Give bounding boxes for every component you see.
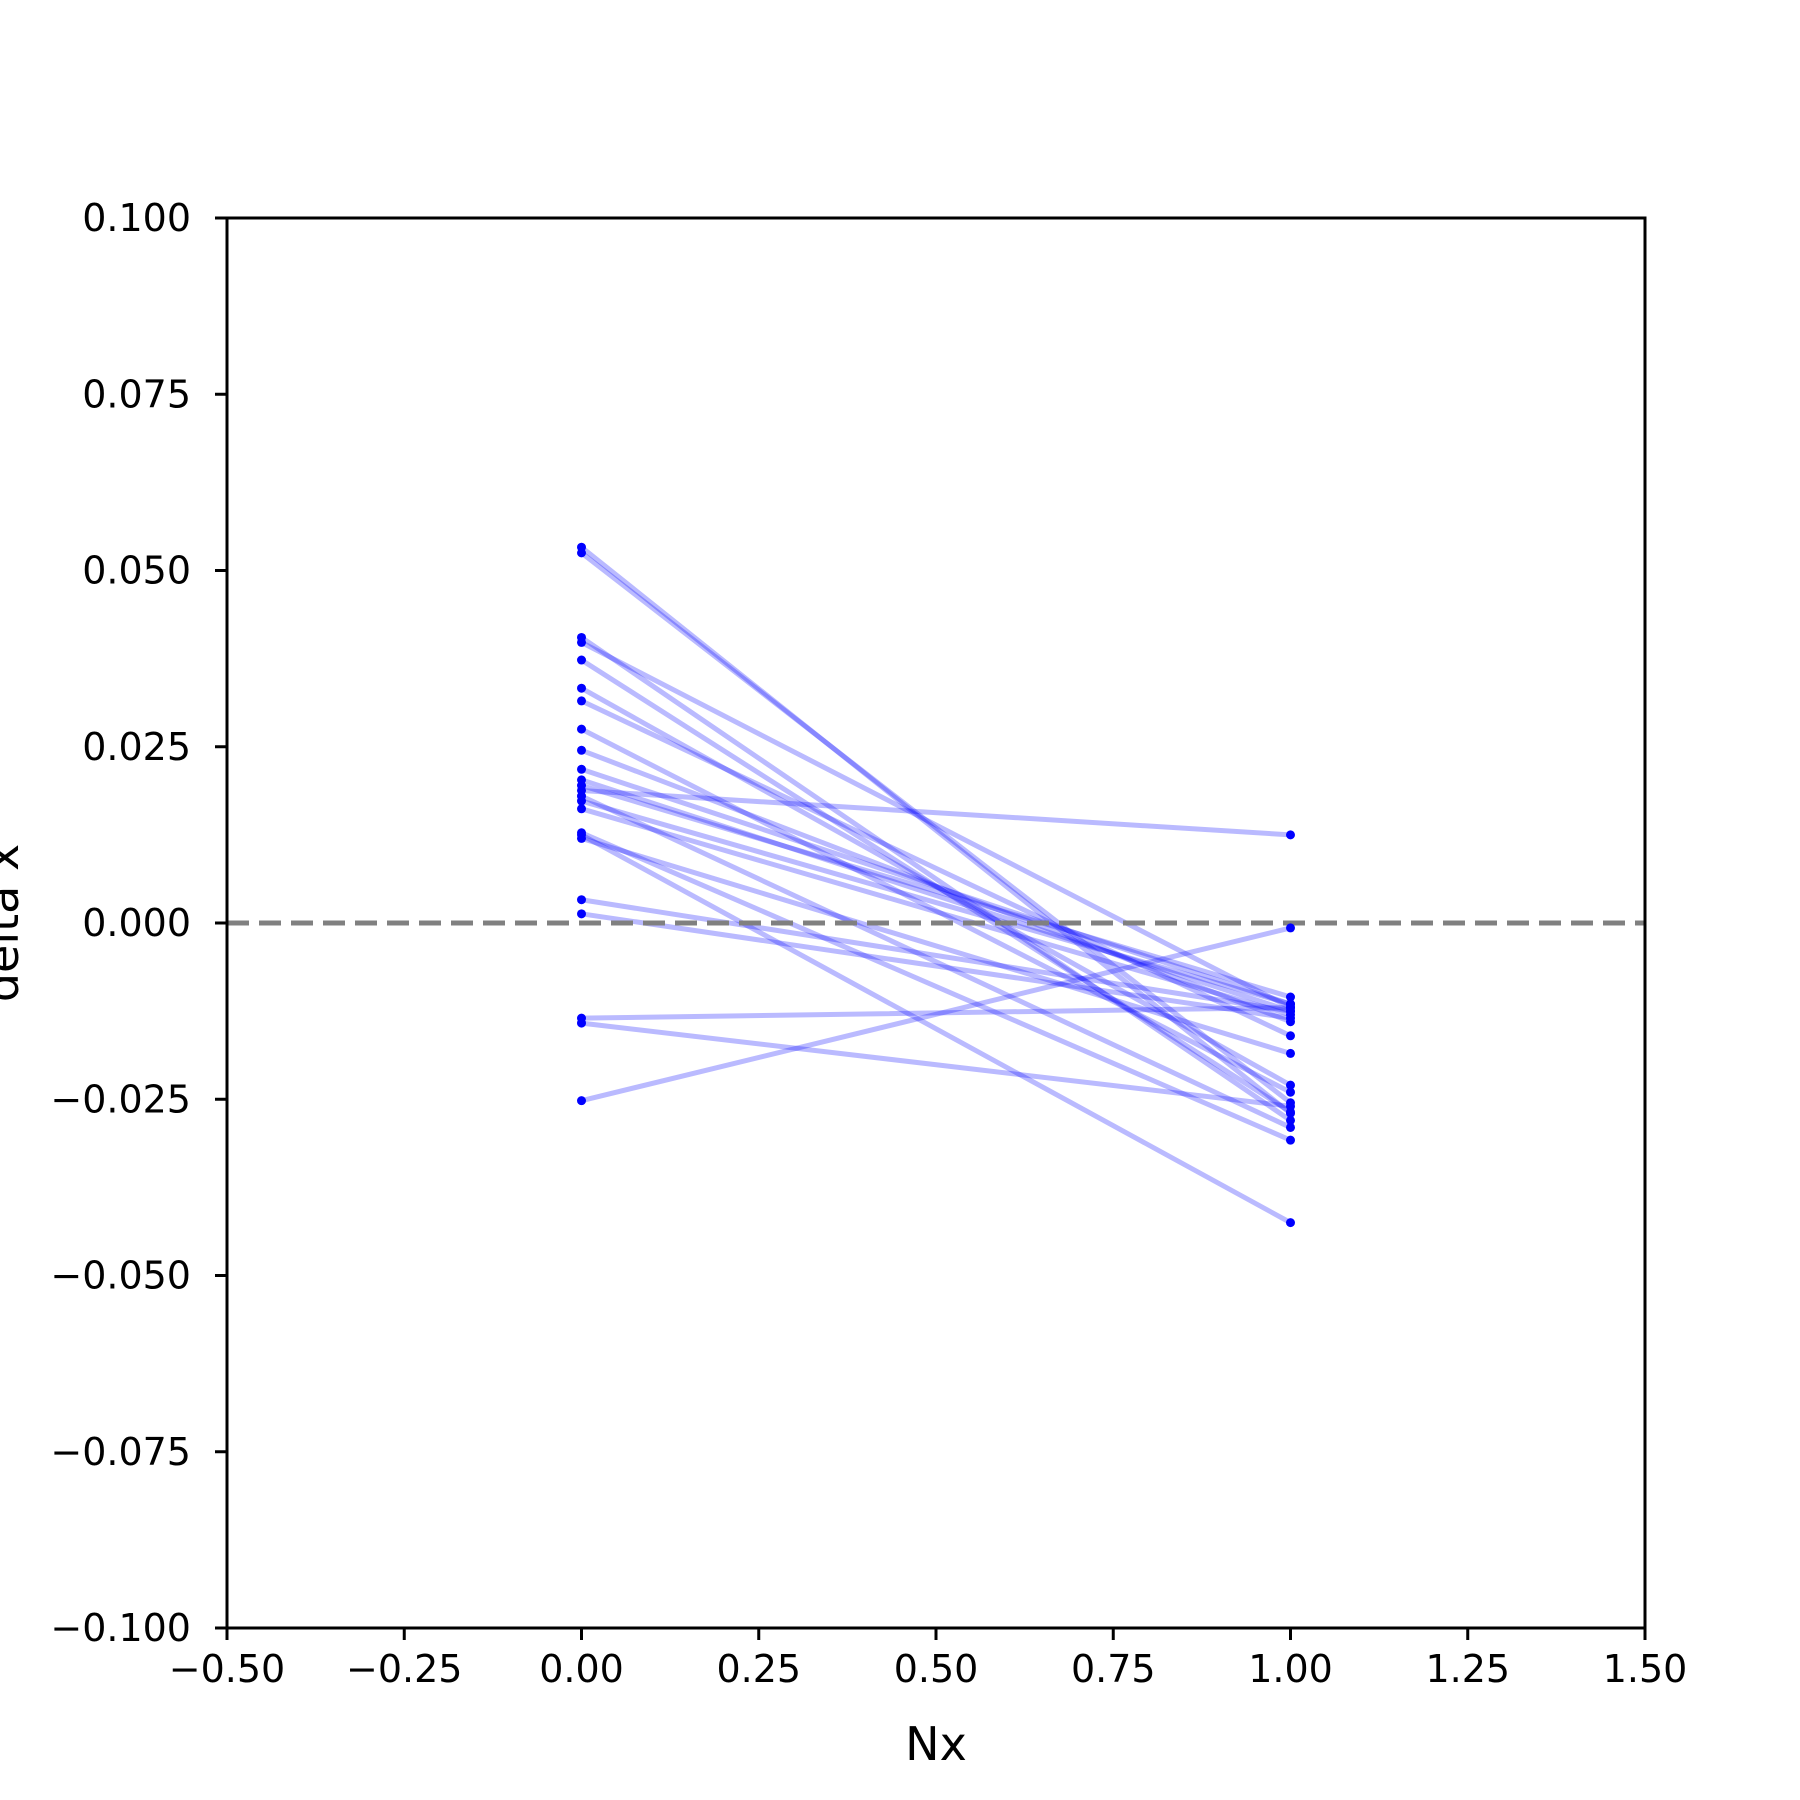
point-start-4	[577, 637, 586, 647]
y-tick-label: −0.100	[50, 1606, 191, 1650]
point-start-2	[577, 548, 586, 558]
series-line-18	[579, 832, 1293, 1226]
series-line-8	[579, 726, 1293, 1095]
series-line-16	[579, 806, 1293, 1018]
y-tick-label: 0.100	[82, 196, 191, 240]
point-start-7	[577, 696, 586, 706]
series-line-2	[579, 550, 1293, 1106]
point-end-13	[1286, 830, 1295, 840]
x-tick-label: 1.25	[1425, 1647, 1510, 1691]
x-tick-label: 0.25	[716, 1647, 801, 1691]
point-end-22	[1286, 1003, 1295, 1013]
series-line-21	[579, 911, 1293, 1021]
x-tick-label: 0.75	[1071, 1647, 1156, 1691]
point-start-24	[577, 1096, 586, 1106]
point-start-9	[577, 745, 586, 755]
point-end-3	[1286, 1115, 1295, 1125]
series-lines	[579, 544, 1293, 1226]
x-tick-label: 0.00	[539, 1647, 624, 1691]
series-line-20	[579, 897, 1293, 1014]
point-end-21	[1286, 1013, 1295, 1023]
y-tick-label: 0.050	[82, 549, 191, 593]
series-line-11	[579, 777, 1293, 1014]
series-line-23	[579, 1020, 1293, 1109]
series-line-4	[579, 639, 1293, 1011]
y-tick-label: −0.025	[50, 1077, 191, 1121]
point-start-10	[577, 764, 586, 774]
point-end-6	[1286, 1080, 1295, 1090]
point-start-6	[577, 683, 586, 693]
series-line-10	[579, 766, 1293, 1007]
point-start-23	[577, 1018, 586, 1028]
series-line-6	[579, 685, 1293, 1088]
y-axis-label: delta x	[0, 844, 29, 1002]
series-line-14	[579, 793, 1293, 1130]
series-line-13	[579, 787, 1293, 838]
x-tick-label: −0.50	[169, 1647, 285, 1691]
series-line-15	[579, 798, 1293, 1007]
point-end-19	[1286, 1048, 1295, 1058]
point-end-17	[1286, 1135, 1295, 1145]
series-line-5	[579, 657, 1293, 1115]
x-tick-label: −0.25	[346, 1647, 462, 1691]
point-end-12	[1286, 992, 1295, 1002]
point-end-7	[1286, 1031, 1295, 1041]
x-tick-label: 1.00	[1248, 1647, 1333, 1691]
series-line-1	[579, 544, 1293, 1116]
series-line-17	[579, 830, 1293, 1143]
point-start-16	[577, 804, 586, 814]
y-tick-label: 0.025	[82, 725, 191, 769]
point-end-14	[1286, 1122, 1295, 1132]
x-axis-ticks: −0.50 −0.25 0.00 0.25 0.50 0.75 1.00 1.25 1.50	[169, 1628, 1688, 1691]
y-tick-label: 0.075	[82, 372, 191, 416]
y-tick-label: −0.075	[50, 1430, 191, 1474]
series-line-19	[579, 835, 1293, 1056]
point-end-18	[1286, 1218, 1295, 1228]
series-line-12	[579, 783, 1293, 1000]
point-start-15	[577, 796, 586, 806]
point-start-8	[577, 724, 586, 734]
point-end-24	[1286, 923, 1295, 933]
point-end-23	[1286, 1101, 1295, 1111]
point-end-8	[1286, 1087, 1295, 1097]
y-tick-label: −0.050	[50, 1254, 191, 1298]
x-axis-label: Nx	[905, 1717, 967, 1771]
y-tick-label: 0.000	[82, 901, 191, 945]
point-start-5	[577, 655, 586, 665]
series-points	[577, 542, 1295, 1228]
series-line-3	[579, 634, 1293, 1123]
x-tick-label: 0.50	[894, 1647, 979, 1691]
series-line-9	[579, 747, 1293, 1025]
series-line-24	[579, 925, 1293, 1104]
series-line-22	[579, 1005, 1293, 1021]
y-axis-ticks: 0.100 0.075 0.050 0.025 0.000 −0.025 −0.050 −0.…	[50, 196, 227, 1650]
series-line-7	[579, 698, 1293, 1039]
point-start-20	[577, 895, 586, 905]
point-start-21	[577, 909, 586, 919]
x-tick-label: 1.50	[1603, 1647, 1688, 1691]
point-start-19	[577, 833, 586, 843]
